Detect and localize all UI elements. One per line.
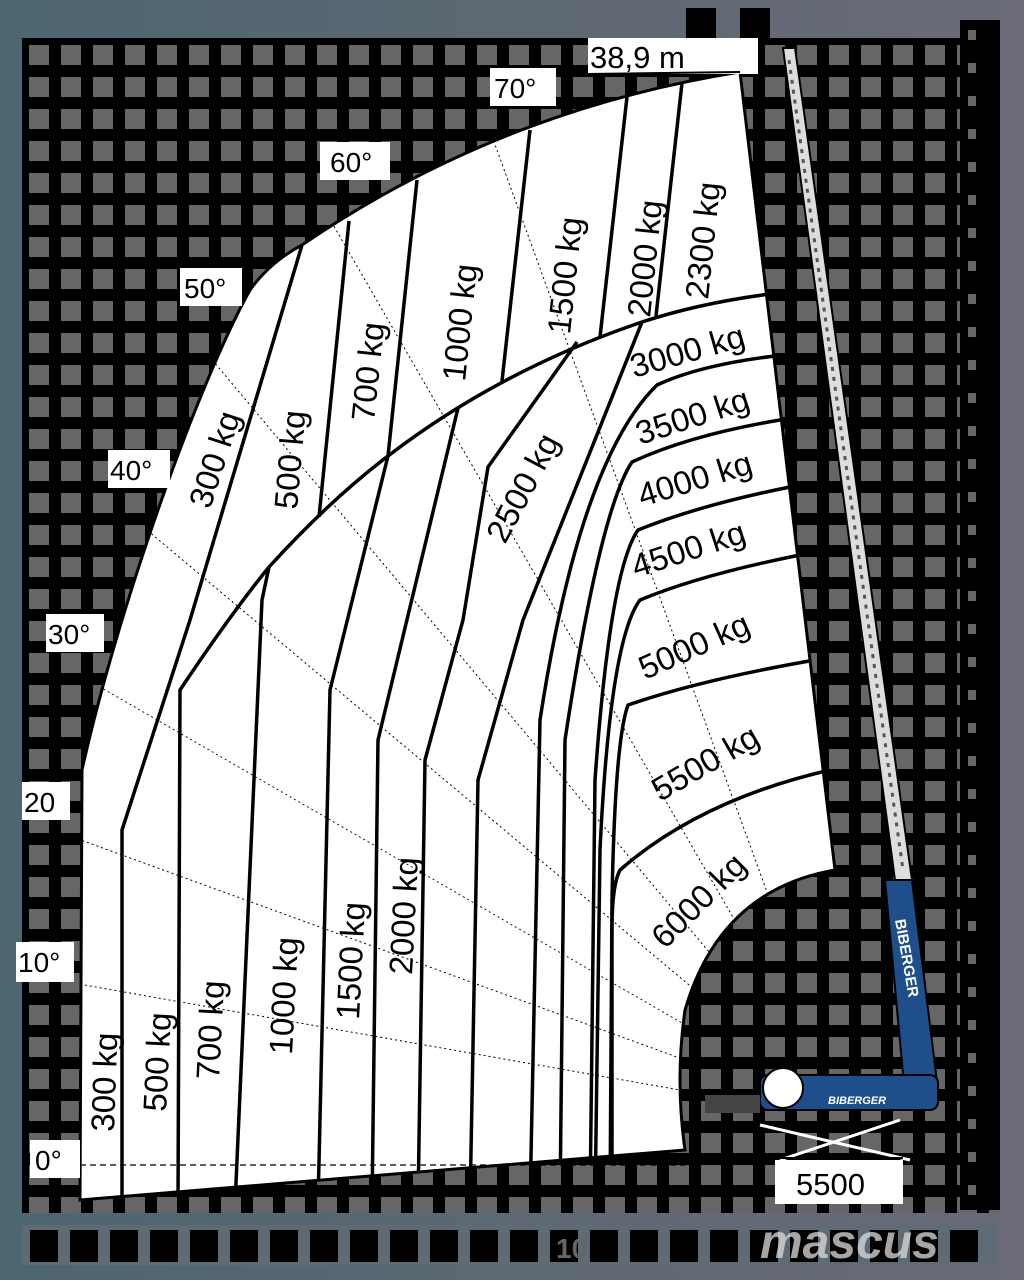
bottom-scale-block: [230, 1230, 258, 1262]
bottom-scale-block: [270, 1230, 298, 1262]
angle-line-40: [80, 219, 835, 1121]
right-scale-mark: [968, 888, 976, 898]
angle-10: 10°: [18, 947, 60, 978]
angle-labels: 0° 10° 20 30° 40° 50° 60° 70°: [16, 68, 556, 1178]
bottom-scale-block: [790, 1230, 818, 1262]
right-scale-mark: [968, 1185, 976, 1195]
right-scale-mark: [968, 393, 976, 403]
right-scale-mark: [968, 822, 976, 832]
right-scale-mark: [968, 624, 976, 634]
bottom-scale-block: [350, 1230, 378, 1262]
bottom-scale: 10: [22, 1225, 997, 1265]
right-scale-mark: [968, 1086, 976, 1096]
right-scale-mark: [968, 723, 976, 733]
load-zone-boundaries: [120, 82, 831, 1200]
bottom-scale-block: [310, 1230, 338, 1262]
right-scale-mark: [968, 987, 976, 997]
lower-load-1000: 1000 kg: [262, 936, 305, 1055]
right-scale-mark: [968, 690, 976, 700]
right-scale-mark: [968, 459, 976, 469]
bottom-scale-block: [30, 1230, 58, 1262]
right-scale-mark: [968, 492, 976, 502]
bottom-scale-block: [950, 1230, 978, 1262]
angle-50: 50°: [184, 273, 226, 304]
right-scale-mark: [968, 756, 976, 766]
bottom-scale-block: [750, 1230, 778, 1262]
right-scale-mark: [968, 591, 976, 601]
angle-0: 0°: [35, 1145, 62, 1176]
bottom-scale-block: [870, 1230, 898, 1262]
bottom-scale-block: [510, 1230, 538, 1262]
bottom-scale-block: [70, 1230, 98, 1262]
right-scale-mark: [968, 261, 976, 271]
right-scale-mark: [968, 228, 976, 238]
right-scale-mark: [968, 525, 976, 535]
right-scale-mark: [968, 327, 976, 337]
right-scale-mark: [968, 789, 976, 799]
upper-load-500: 500 kg: [267, 409, 312, 511]
angle-line-10: [80, 876, 835, 1121]
bottom-scale-block: [710, 1230, 738, 1262]
right-scale-blocks: [960, 20, 1000, 1210]
bottom-scale-block: [830, 1230, 858, 1262]
angle-40: 40°: [110, 455, 152, 486]
base-brand-logo: BIBERGER: [828, 1095, 886, 1107]
right-scale-mark: [968, 855, 976, 865]
right-scale-mark: [968, 360, 976, 370]
lower-load-700: 700 kg: [189, 979, 231, 1080]
bottom-scale-block: [390, 1230, 418, 1262]
bottom-scale-block: [670, 1230, 698, 1262]
right-scale-mark: [968, 921, 976, 931]
crane-illustration: BIBERGER BIBERGER: [705, 47, 940, 1162]
bottom-axis-label: 10: [556, 1233, 587, 1264]
right-scale-mark: [968, 558, 976, 568]
lower-load-1500: 1500 kg: [329, 901, 372, 1020]
right-scale-mark: [968, 30, 976, 40]
bottom-scale-block: [470, 1230, 498, 1262]
right-scale-mark: [968, 1020, 976, 1030]
angle-30: 30°: [48, 619, 90, 650]
right-scale-mark: [968, 1152, 976, 1162]
right-scale-mark: [968, 954, 976, 964]
right-scale-mark: [968, 63, 976, 73]
angle-70: 70°: [494, 73, 536, 104]
angle-line-30: [80, 419, 835, 1121]
max-height-label: 38,9 m: [590, 40, 685, 75]
outrigger-label: 5500: [796, 1167, 865, 1202]
bottom-scale-block: [150, 1230, 178, 1262]
bottom-scale-block: [590, 1230, 618, 1262]
right-scale-mark: [968, 657, 976, 667]
bottom-scale-block: [630, 1230, 658, 1262]
right-scale-mark: [968, 1119, 976, 1129]
bottom-scale-block: [550, 1230, 578, 1262]
angle-line-70: [370, 72, 835, 1121]
right-scale-mark: [968, 1053, 976, 1063]
angle-60: 60°: [330, 147, 372, 178]
lower-load-300: 300 kg: [84, 1032, 124, 1132]
watermark: mascus: [760, 1216, 939, 1269]
right-scale-mark: [968, 162, 976, 172]
right-scale-mark: [968, 294, 976, 304]
bottom-scale-block: [430, 1230, 458, 1262]
right-scale-mark: [968, 96, 976, 106]
lower-load-2000: 2000 kg: [382, 856, 425, 975]
right-scale-mark: [968, 129, 976, 139]
right-scale-mark: [968, 426, 976, 436]
bottom-scale-block: [110, 1230, 138, 1262]
right-scale-mark: [968, 195, 976, 205]
angle-20: 20: [24, 787, 55, 818]
lower-load-500: 500 kg: [136, 1011, 178, 1112]
bottom-scale-block: [910, 1230, 938, 1262]
lower-load-labels: 300 kg 500 kg 700 kg 1000 kg 1500 kg 200…: [84, 856, 425, 1132]
bottom-scale-block: [190, 1230, 218, 1262]
